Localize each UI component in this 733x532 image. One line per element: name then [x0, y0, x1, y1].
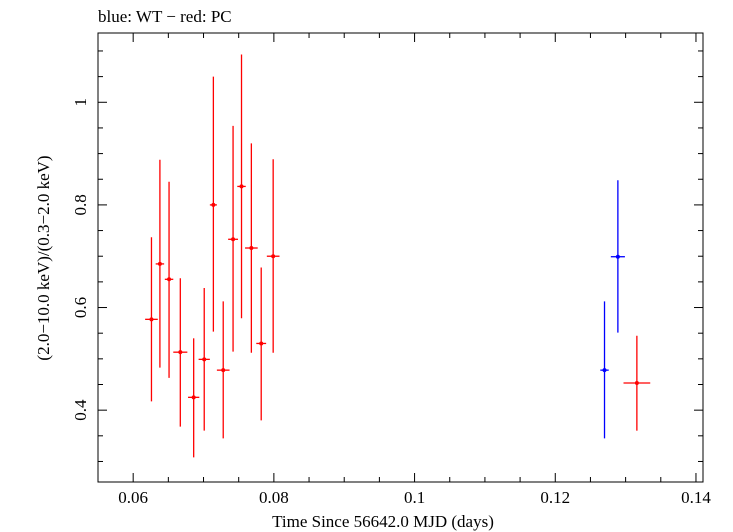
x-tick-label: 0.12 — [540, 488, 570, 507]
data-point — [211, 202, 216, 207]
series-0 — [145, 54, 651, 458]
y-tick-label: 1 — [71, 98, 90, 107]
data-point — [259, 341, 264, 346]
x-axis: 0.06 0.08 0.1 0.12 0.14 — [97, 33, 711, 507]
data-point — [615, 254, 620, 259]
data-point — [634, 380, 639, 385]
data-point — [157, 261, 162, 266]
plot-frame — [97, 32, 704, 483]
data-point — [602, 368, 607, 373]
data-point — [239, 184, 244, 189]
data-point — [178, 350, 183, 355]
y-axis-label: (2.0−10.0 keV)/(0.3−2.0 keV) — [34, 155, 53, 360]
data-points — [145, 54, 651, 458]
x-tick-label: 0.06 — [118, 488, 148, 507]
data-point — [249, 246, 254, 251]
y-tick-label: 0.6 — [71, 297, 90, 318]
x-tick-label: 0.08 — [259, 488, 289, 507]
data-point — [202, 357, 207, 362]
x-axis-label: Time Since 56642.0 MJD (days) — [272, 512, 494, 531]
data-point — [149, 317, 154, 322]
y-tick-label: 0.8 — [71, 194, 90, 215]
chart-title: blue: WT − red: PC — [98, 7, 232, 26]
series-1 — [600, 180, 625, 439]
data-point — [221, 368, 226, 373]
data-point — [191, 395, 196, 400]
data-point — [231, 237, 236, 242]
y-axis: 0.4 0.6 0.8 1 — [71, 50, 703, 462]
data-point — [167, 277, 172, 282]
y-tick-label: 0.4 — [71, 399, 90, 421]
data-point — [271, 254, 276, 259]
x-tick-label: 0.14 — [681, 488, 711, 507]
x-tick-label: 0.1 — [404, 488, 425, 507]
